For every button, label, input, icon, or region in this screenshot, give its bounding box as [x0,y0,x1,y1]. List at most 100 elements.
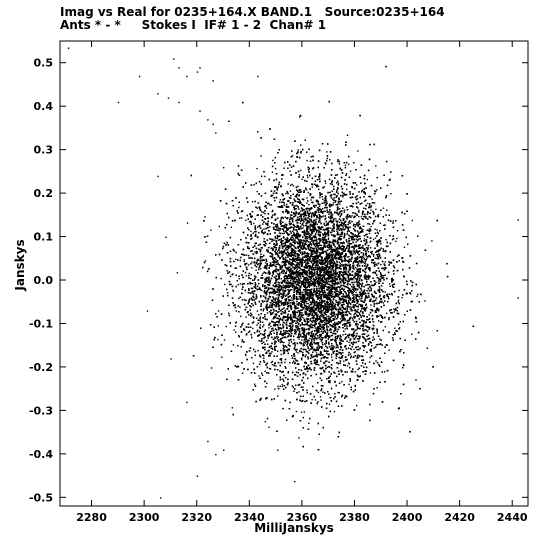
data-point [331,319,333,322]
data-point [251,287,254,290]
data-point [252,282,254,285]
data-point [329,301,332,303]
data-point [358,272,360,274]
data-point [291,288,293,291]
data-point [325,297,327,299]
data-point [297,149,299,151]
data-point [301,314,303,317]
data-point [275,329,278,331]
data-point [348,291,350,293]
data-point [293,279,296,281]
data-point [311,201,313,204]
data-point [337,295,339,297]
data-point [304,271,306,273]
data-point [282,317,284,319]
data-point [266,382,268,384]
data-point [343,237,345,239]
data-point [310,295,312,297]
data-point [263,324,265,326]
data-point [318,290,321,292]
data-point [287,241,290,243]
data-point [298,391,300,393]
data-point [282,289,284,291]
data-point [287,292,289,294]
data-point [297,352,299,354]
data-point [303,411,306,413]
data-point [330,284,332,286]
data-point [348,363,350,365]
data-point [309,289,311,291]
data-point [316,252,318,254]
data-point [317,337,319,339]
data-point [333,350,336,352]
data-point [217,310,220,312]
data-point [319,221,321,223]
data-point [277,320,279,323]
data-point [357,201,359,203]
data-point [314,291,316,293]
data-point [255,252,257,254]
data-point [313,237,316,239]
data-point [415,316,417,318]
data-point [254,251,256,253]
data-point [349,291,352,293]
data-point [283,341,285,344]
data-point [302,281,304,283]
data-point [308,315,310,317]
data-point [310,216,313,218]
data-point [377,343,379,346]
data-point [355,291,357,294]
data-point [316,303,319,305]
data-point [258,375,260,377]
data-point [291,385,294,387]
data-point [380,301,383,303]
data-point [286,249,288,251]
data-point [245,316,247,318]
data-point [350,348,353,351]
data-point [290,264,292,266]
data-point [322,198,324,200]
data-point [305,338,307,341]
data-point [341,288,344,290]
data-point [302,386,304,388]
data-point [298,338,300,340]
data-point [327,286,330,288]
data-point [327,305,329,308]
data-point [269,204,271,206]
data-point [239,217,241,219]
data-point [224,283,226,286]
data-point [311,321,314,323]
data-point [332,326,334,328]
data-point [266,309,268,311]
data-point [291,226,293,229]
data-point [276,284,278,286]
data-point [306,159,308,162]
data-point [343,211,345,213]
data-point [306,174,309,176]
data-point [334,381,336,383]
data-point [304,312,306,315]
data-point [240,217,243,219]
data-point [293,227,295,229]
data-point [238,206,240,209]
data-point [374,228,376,230]
data-point [316,312,318,314]
data-point [313,277,315,279]
data-point [368,205,371,207]
data-point [262,272,264,275]
data-point [292,185,295,187]
data-point [338,283,340,285]
data-point [223,339,226,341]
data-point [371,295,374,298]
data-point [319,373,322,375]
data-point [323,229,326,231]
data-point [363,262,366,265]
data-point [284,349,286,352]
data-point [362,256,364,258]
data-point [367,202,369,205]
data-point [337,182,340,184]
data-point [271,351,273,353]
data-point [277,273,280,276]
data-point [355,296,358,298]
data-point [310,225,312,227]
